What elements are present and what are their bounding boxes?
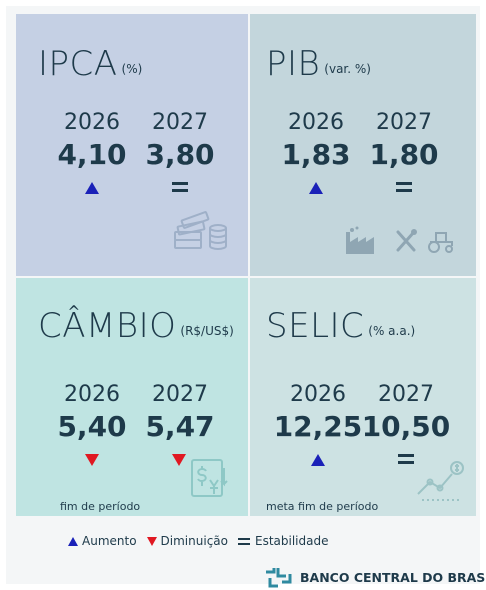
selic-unit: (% a.a.): [368, 324, 416, 338]
legend-down-icon: [146, 536, 157, 546]
selic-value-1: 12,25: [273, 410, 363, 443]
legend-down-label: Diminuição: [160, 534, 228, 548]
ipca-trend-up-icon: [85, 182, 99, 194]
legend-equal-icon: [237, 537, 250, 546]
ipca-year-1: 2026: [64, 110, 120, 135]
ipca-value-2: 3,80: [145, 138, 215, 171]
legend-item-up: Aumento: [68, 534, 137, 548]
factory-icon: [346, 226, 374, 254]
pib-year-1: 2026: [288, 110, 344, 135]
infographic-frame: IPCA (%) 2026 2027 4,10 3,80 PIB (var. %) …: [6, 6, 486, 588]
ipca-title-text: IPCA: [38, 44, 118, 84]
pib-title-text: PIB: [266, 44, 321, 84]
money-stack-icon: [174, 211, 227, 250]
selic-trend-equal-icon: [398, 453, 414, 465]
ipca-trend-equal-icon: [172, 181, 188, 193]
pib-trend-up-icon: [309, 182, 323, 194]
cambio-unit: (R$/US$): [180, 324, 234, 338]
selic-value-2: 10,50: [361, 410, 451, 443]
ipca-panel: IPCA (%) 2026 2027 4,10 3,80: [16, 14, 248, 276]
selic-trend-up-icon: [311, 454, 325, 466]
pib-title: PIB (var. %): [266, 44, 371, 84]
pib-year-2: 2027: [376, 110, 432, 135]
currency-exchange-icon: [191, 459, 228, 497]
selic-title-text: SELIC: [266, 306, 365, 346]
pib-unit: (var. %): [324, 62, 371, 76]
cambio-value-2: 5,47: [145, 410, 215, 443]
cambio-trend-down-icon-2: [172, 454, 186, 466]
selic-title: SELIC (% a.a.): [266, 306, 415, 346]
ipca-title: IPCA (%): [38, 44, 142, 84]
legend-item-equal: Estabilidade: [237, 534, 329, 548]
selic-panel: SELIC (% a.a.) 2026 2027 12,25 10,50 meta…: [250, 278, 476, 516]
bcb-logo-icon: [266, 568, 292, 588]
bcb-brand-text: BANCO CENTRAL DO BRASIL: [300, 569, 486, 585]
pib-panel: PIB (var. %) 2026 2027 1,83 1,80: [250, 14, 476, 276]
cambio-title-text: CÂMBIO: [38, 306, 177, 346]
pib-trend-equal-icon: [396, 181, 412, 193]
selic-year-1: 2026: [290, 382, 346, 407]
legend-up-label: Aumento: [82, 534, 137, 548]
legend-equal-label: Estabilidade: [254, 534, 329, 548]
cambio-note: fim de período: [60, 500, 141, 513]
selic-note: meta fim de período: [266, 500, 379, 513]
selic-year-2: 2027: [378, 382, 434, 407]
tools-icon: [396, 229, 417, 252]
ipca-value-1: 4,10: [57, 138, 127, 171]
legend-up-icon: [68, 536, 78, 546]
ipca-unit: (%): [121, 62, 143, 76]
legend-item-down: Diminuição: [146, 534, 228, 548]
bcb-brand: BANCO CENTRAL DO BRASIL: [264, 566, 486, 588]
pib-value-1: 1,83: [281, 138, 351, 171]
legend: Aumento Diminuição Estabilidade: [68, 534, 338, 548]
cambio-panel: CÂMBIO (R$/US$) 2026 2027 5,40 5,47 fim d…: [16, 278, 248, 516]
pib-value-2: 1,80: [369, 138, 439, 171]
rate-chart-icon: [417, 461, 464, 501]
cambio-title: CÂMBIO (R$/US$): [38, 306, 234, 346]
cambio-year-2: 2027: [152, 382, 208, 407]
tractor-icon: [428, 232, 453, 253]
cambio-value-1: 5,40: [57, 410, 127, 443]
ipca-year-2: 2027: [152, 110, 208, 135]
cambio-year-1: 2026: [64, 382, 120, 407]
cambio-trend-down-icon-1: [85, 454, 99, 466]
